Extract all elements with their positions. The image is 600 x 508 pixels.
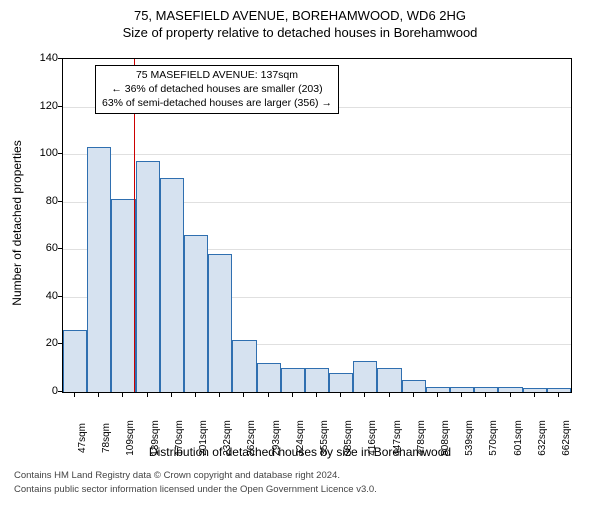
xtick-mark bbox=[243, 393, 244, 397]
histogram-bar bbox=[450, 387, 474, 392]
xtick-label: 262sqm bbox=[246, 420, 257, 456]
xtick-label: 324sqm bbox=[295, 420, 306, 456]
xtick-mark bbox=[147, 393, 148, 397]
histogram-bar bbox=[547, 388, 571, 392]
histogram-bar bbox=[523, 388, 547, 392]
xtick-label: 47sqm bbox=[77, 423, 88, 453]
xtick-label: 416sqm bbox=[367, 420, 378, 456]
xtick-label: 139sqm bbox=[150, 420, 161, 456]
xtick-mark bbox=[364, 393, 365, 397]
xtick-label: 447sqm bbox=[392, 420, 403, 456]
gridline bbox=[63, 154, 571, 155]
histogram-bar bbox=[353, 361, 377, 392]
annotation-line: 75 MASEFIELD AVENUE: 137sqm bbox=[102, 68, 332, 82]
xtick-mark bbox=[219, 393, 220, 397]
annotation-line: 63% of semi-detached houses are larger (… bbox=[102, 96, 332, 110]
xtick-label: 385sqm bbox=[343, 420, 354, 456]
xtick-mark bbox=[485, 393, 486, 397]
ytick-mark bbox=[58, 153, 62, 154]
ytick-mark bbox=[58, 343, 62, 344]
ytick-mark bbox=[58, 248, 62, 249]
xtick-mark bbox=[413, 393, 414, 397]
annotation-box: 75 MASEFIELD AVENUE: 137sqm← 36% of deta… bbox=[95, 65, 339, 114]
xtick-label: 232sqm bbox=[222, 420, 233, 456]
histogram-bar bbox=[208, 254, 232, 392]
xtick-mark bbox=[195, 393, 196, 397]
xtick-mark bbox=[534, 393, 535, 397]
ytick-label: 60 bbox=[28, 242, 58, 254]
ytick-mark bbox=[58, 201, 62, 202]
xtick-mark bbox=[316, 393, 317, 397]
histogram-bar bbox=[257, 363, 281, 392]
histogram-bar bbox=[111, 199, 135, 392]
xtick-mark bbox=[461, 393, 462, 397]
ytick-label: 100 bbox=[28, 147, 58, 159]
xtick-label: 539sqm bbox=[464, 420, 475, 456]
xtick-mark bbox=[510, 393, 511, 397]
xtick-label: 78sqm bbox=[101, 423, 112, 453]
footer-line-1: Contains HM Land Registry data © Crown c… bbox=[14, 470, 340, 481]
footer-line-2: Contains public sector information licen… bbox=[14, 484, 377, 495]
xtick-mark bbox=[98, 393, 99, 397]
ytick-label: 140 bbox=[28, 52, 58, 64]
xtick-label: 508sqm bbox=[440, 420, 451, 456]
histogram-bar bbox=[232, 340, 256, 392]
xtick-label: 632sqm bbox=[537, 420, 548, 456]
ytick-mark bbox=[58, 296, 62, 297]
xtick-label: 355sqm bbox=[319, 420, 330, 456]
chart-container: 75, MASEFIELD AVENUE, BOREHAMWOOD, WD6 2… bbox=[0, 8, 600, 508]
xtick-label: 478sqm bbox=[416, 420, 427, 456]
ytick-mark bbox=[58, 391, 62, 392]
xtick-mark bbox=[389, 393, 390, 397]
histogram-bar bbox=[63, 330, 87, 392]
histogram-bar bbox=[281, 368, 305, 392]
ytick-label: 40 bbox=[28, 290, 58, 302]
ytick-label: 0 bbox=[28, 385, 58, 397]
ytick-mark bbox=[58, 58, 62, 59]
histogram-bar bbox=[136, 161, 160, 392]
y-axis-label: Number of detached properties bbox=[10, 140, 24, 305]
xtick-label: 170sqm bbox=[174, 420, 185, 456]
xtick-label: 662sqm bbox=[561, 420, 572, 456]
histogram-bar bbox=[87, 147, 111, 392]
ytick-mark bbox=[58, 106, 62, 107]
xtick-mark bbox=[437, 393, 438, 397]
chart-subtitle: Size of property relative to detached ho… bbox=[0, 25, 600, 40]
histogram-bar bbox=[474, 387, 498, 392]
histogram-bar bbox=[402, 380, 426, 392]
xtick-label: 293sqm bbox=[271, 420, 282, 456]
histogram-bar bbox=[305, 368, 329, 392]
chart-title: 75, MASEFIELD AVENUE, BOREHAMWOOD, WD6 2… bbox=[0, 8, 600, 23]
xtick-label: 109sqm bbox=[125, 420, 136, 456]
ytick-label: 80 bbox=[28, 195, 58, 207]
xtick-mark bbox=[558, 393, 559, 397]
ytick-label: 120 bbox=[28, 100, 58, 112]
xtick-label: 570sqm bbox=[488, 420, 499, 456]
xtick-label: 201sqm bbox=[198, 420, 209, 456]
histogram-bar bbox=[377, 368, 401, 392]
xtick-mark bbox=[292, 393, 293, 397]
histogram-bar bbox=[184, 235, 208, 392]
annotation-line: ← 36% of detached houses are smaller (20… bbox=[102, 82, 332, 96]
xtick-label: 601sqm bbox=[513, 420, 524, 456]
xtick-mark bbox=[171, 393, 172, 397]
xtick-mark bbox=[340, 393, 341, 397]
ytick-label: 20 bbox=[28, 337, 58, 349]
xtick-mark bbox=[122, 393, 123, 397]
histogram-bar bbox=[498, 387, 522, 392]
xtick-mark bbox=[268, 393, 269, 397]
xtick-mark bbox=[74, 393, 75, 397]
histogram-bar bbox=[426, 387, 450, 392]
histogram-bar bbox=[329, 373, 353, 392]
histogram-bar bbox=[160, 178, 184, 392]
